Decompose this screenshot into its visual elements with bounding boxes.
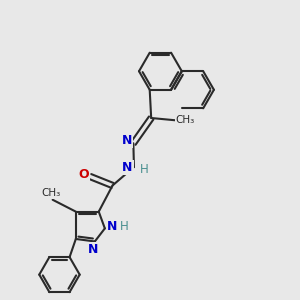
Text: N: N: [122, 160, 133, 173]
Text: H: H: [120, 220, 128, 233]
Text: N: N: [107, 220, 118, 233]
Text: N: N: [88, 243, 98, 256]
Text: CH₃: CH₃: [41, 188, 61, 198]
Text: H: H: [140, 163, 149, 176]
Text: N: N: [122, 134, 132, 147]
Text: O: O: [78, 168, 89, 181]
Text: CH₃: CH₃: [176, 116, 195, 125]
